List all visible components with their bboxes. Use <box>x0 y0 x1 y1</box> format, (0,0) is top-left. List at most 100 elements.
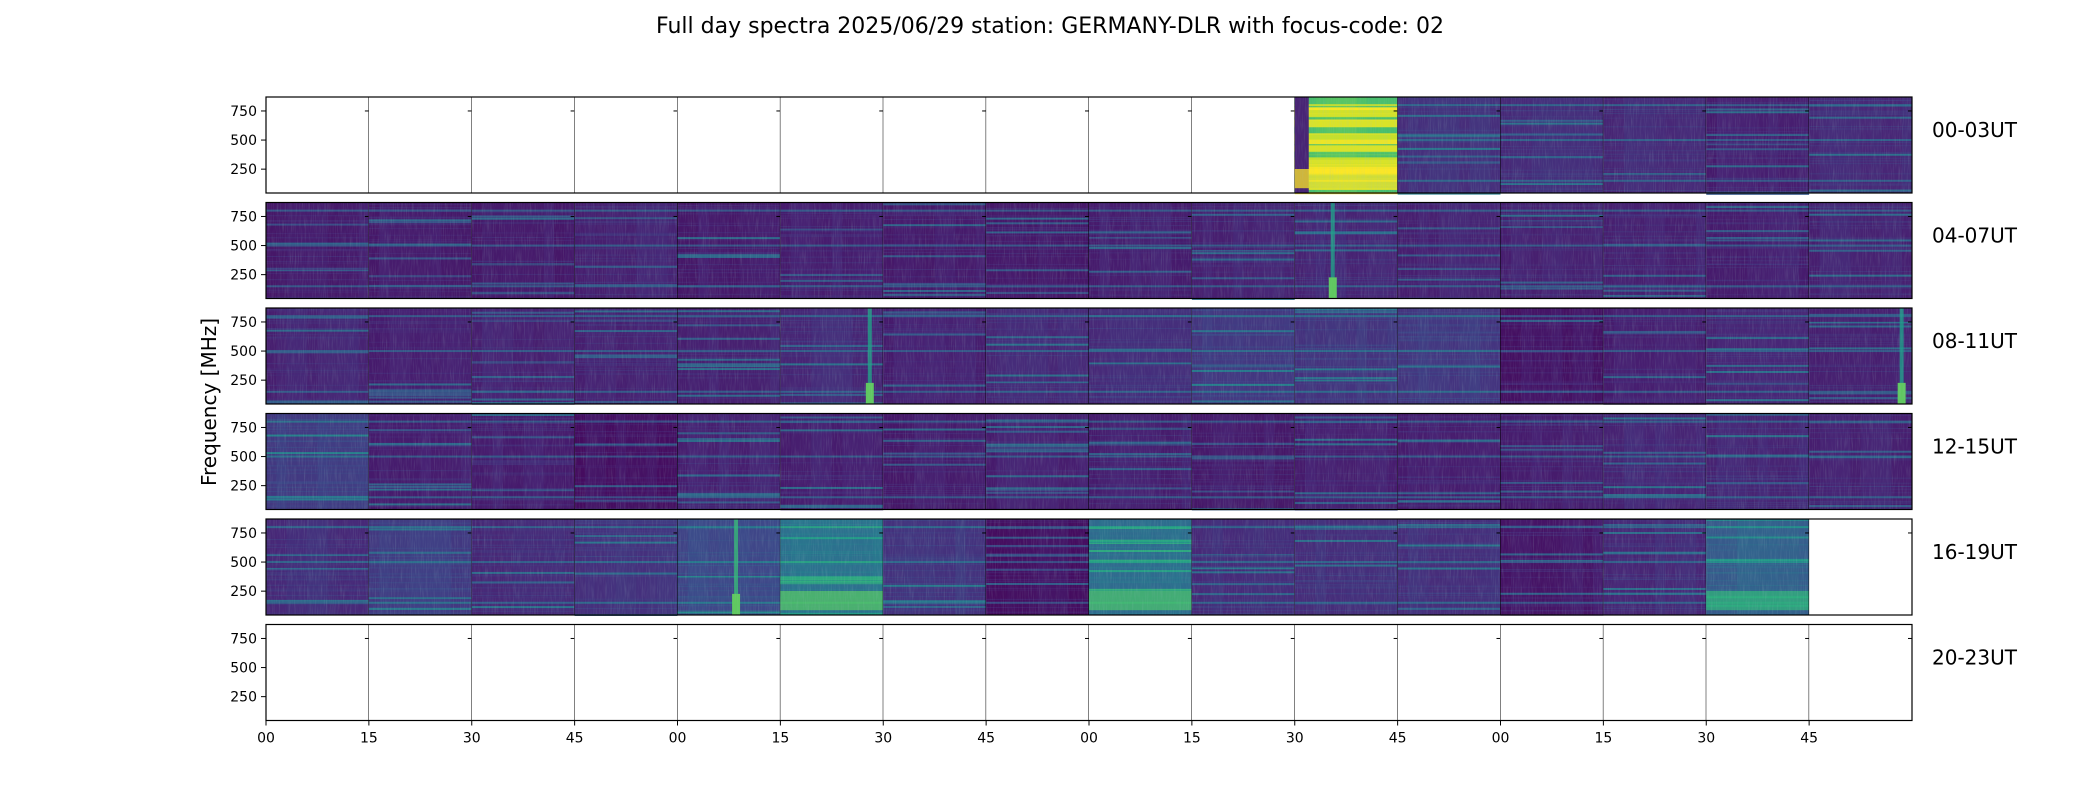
panel-background <box>1603 624 1707 721</box>
spectrum-noise <box>780 413 884 510</box>
spectra-panel <box>883 202 987 299</box>
spectra-panel <box>780 97 884 193</box>
x-tick-label: 00 <box>1492 731 1510 747</box>
spectrum-noise <box>471 308 575 404</box>
spectra-panel <box>1500 413 1604 510</box>
x-tick-label: 15 <box>1183 731 1201 747</box>
y-tick-label: 750 <box>230 420 257 436</box>
spectra-panel <box>266 97 370 193</box>
x-tick-label: 15 <box>1594 731 1612 747</box>
panel-background <box>471 624 575 721</box>
spectrum-noise <box>1500 413 1604 510</box>
spectra-panel <box>677 624 781 721</box>
spectra-panel <box>1809 97 1913 193</box>
spectrum-noise <box>1397 308 1501 404</box>
x-tick-label: 30 <box>874 731 892 747</box>
panel-background <box>1089 97 1192 193</box>
spectra-panel <box>883 624 987 721</box>
spectra-panel <box>1089 97 1193 193</box>
spectrum-noise <box>574 413 678 510</box>
y-tick-label: 750 <box>230 104 257 120</box>
spectrum-noise <box>1500 97 1604 193</box>
spectrum-noise <box>1294 308 1398 404</box>
spectrum-noise <box>1089 519 1192 615</box>
spectra-panel <box>1706 624 1810 721</box>
spectrum-noise <box>1706 519 1810 615</box>
row-time-label: 20-23UT <box>1932 646 2018 670</box>
spectra-panel <box>1500 202 1604 299</box>
row-time-label: 16-19UT <box>1932 540 2018 564</box>
spectrum-noise <box>1706 308 1810 404</box>
x-tick-label: 30 <box>463 731 481 747</box>
panel-background <box>780 97 884 193</box>
y-tick-label: 500 <box>230 133 257 149</box>
spectra-panel <box>1089 413 1193 510</box>
spectra-panel <box>368 202 473 299</box>
spectrum-noise <box>780 519 884 615</box>
spectrum-noise <box>471 413 575 510</box>
spectra-panel <box>1603 97 1707 193</box>
spectrum-noise <box>1089 413 1192 510</box>
y-tick-label: 750 <box>230 209 257 225</box>
spectra-panel <box>1191 308 1296 404</box>
spectrum-noise <box>1706 202 1810 299</box>
spectrum-noise <box>986 202 1089 299</box>
spectra-panel <box>1191 97 1296 193</box>
spectrum-noise <box>1603 519 1707 615</box>
y-tick-label: 250 <box>230 373 257 389</box>
x-tick-label: 15 <box>771 731 789 747</box>
spectrum-noise <box>1603 97 1707 193</box>
spectra-panel <box>1706 202 1810 299</box>
spectra-row: 750 500 250 08-11UT <box>230 307 2018 405</box>
x-tick-label: 00 <box>1080 731 1098 747</box>
frequency-line <box>1706 192 1810 195</box>
panel-background <box>1397 624 1501 721</box>
spectra-panel <box>1397 308 1501 405</box>
spectra-panel <box>1397 519 1501 615</box>
x-tick-label: 45 <box>1800 731 1818 747</box>
spectra-row: 750 500 250 16-19UT <box>230 518 2018 616</box>
y-tick-label: 500 <box>230 661 257 677</box>
spectra-panel <box>1603 202 1707 299</box>
spectra-panel <box>471 308 576 405</box>
spectrum-noise <box>883 308 987 404</box>
spectrum-noise <box>1089 202 1192 299</box>
spectra-panel <box>1809 624 1913 721</box>
panel-background <box>986 97 1089 193</box>
x-tick-label: 45 <box>566 731 584 747</box>
spectra-panel <box>1397 413 1501 510</box>
spectra-rows: 750 500 250 00-03UT 750 500 250 04-07UT 750 500 25… <box>230 96 2018 722</box>
spectrum-noise <box>986 413 1089 510</box>
spectra-panel <box>780 624 884 721</box>
panel-background <box>677 624 781 721</box>
row-frame <box>265 307 1913 405</box>
spectrum-noise <box>986 308 1089 404</box>
spectra-panel <box>1706 519 1810 616</box>
y-tick-label: 750 <box>230 315 257 331</box>
spectra-panel <box>471 413 576 510</box>
row-frame <box>265 96 1913 194</box>
spectra-panel <box>1089 519 1193 615</box>
spectra-panel <box>677 97 781 193</box>
spectrum-noise <box>883 519 987 615</box>
y-tick-label: 250 <box>230 479 257 495</box>
spectrum-noise <box>1500 308 1604 404</box>
spectra-panel <box>1397 97 1501 195</box>
spectrum-noise <box>1397 97 1501 193</box>
spectrum-noise <box>266 308 369 404</box>
spectra-panel <box>1809 202 1913 299</box>
spectra-panel <box>574 413 678 510</box>
spectra-panel <box>1706 413 1810 510</box>
panel-background <box>1089 624 1192 721</box>
spectra-panel <box>1089 308 1193 404</box>
spectra-panel <box>780 308 884 405</box>
spectrum-noise <box>1397 519 1501 615</box>
spectrum-noise <box>266 202 369 299</box>
panel-background <box>1500 624 1604 721</box>
spectrum-noise <box>471 202 575 299</box>
spectra-panel <box>1294 202 1399 299</box>
spectra-panel <box>368 624 473 721</box>
spectrum-noise <box>1500 519 1604 615</box>
spectrum-noise <box>677 202 781 299</box>
spectrum-noise <box>1191 519 1295 615</box>
